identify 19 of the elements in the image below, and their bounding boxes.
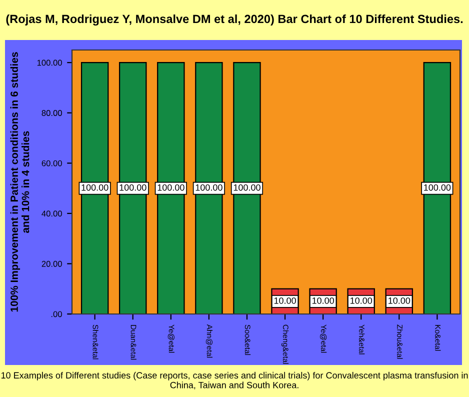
y-tick-label: 20.00 bbox=[42, 260, 62, 267]
y-tick-label: 80.00 bbox=[42, 110, 62, 116]
data-label: 10.00 bbox=[350, 297, 372, 304]
y-tick-label: .00 bbox=[51, 311, 62, 318]
data-label: 100.00 bbox=[196, 184, 222, 191]
data-label: 100.00 bbox=[424, 184, 451, 191]
data-label: 100.00 bbox=[234, 184, 260, 191]
text: 10 Examples of Different studies (Case reports, case series and clinical trials) for Convalescent plasma transfusion in China, Taiwan and South Korea. bbox=[1, 372, 468, 390]
y-tick-label: 100.00 bbox=[37, 60, 62, 66]
y-axis-title: 100% Improvement in Patient conditions in 6 studies and 10% in 4 studies bbox=[10, 52, 30, 312]
chart-title: (Rojas M, Rodriguez Y, Monsalve DM et al, 2020) Bar Chart of 10 Different Studies. bbox=[6, 14, 463, 26]
data-label: 10.00 bbox=[274, 297, 296, 304]
y-tick-label: 40.00 bbox=[42, 210, 62, 217]
data-label: 10.00 bbox=[388, 297, 410, 304]
y-tick-label: 60.00 bbox=[42, 160, 62, 166]
data-label: 100.00 bbox=[158, 184, 184, 191]
data-label: 10.00 bbox=[312, 297, 334, 304]
data-label: 100.00 bbox=[82, 184, 108, 191]
data-label: 100.00 bbox=[120, 184, 146, 191]
